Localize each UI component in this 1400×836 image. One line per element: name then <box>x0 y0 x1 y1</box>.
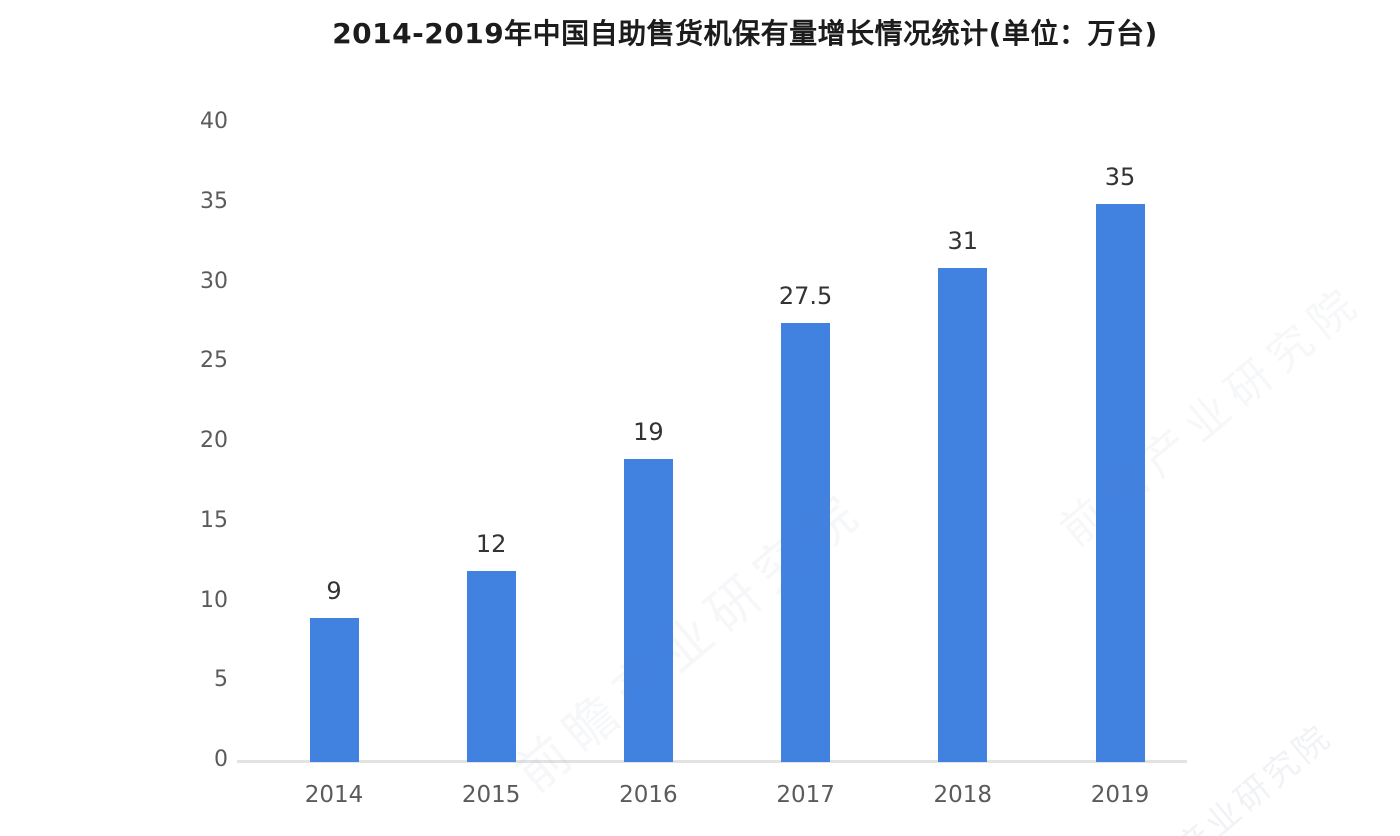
bar-value-label: 12 <box>475 529 507 558</box>
x-axis-label: 2016 <box>619 782 678 808</box>
y-tick-label: 35 <box>200 188 228 214</box>
y-tick-label: 20 <box>200 428 228 453</box>
bar-value-label: 19 <box>633 417 664 446</box>
y-tick-label: 30 <box>200 268 228 294</box>
y-tick-label: 15 <box>200 507 228 533</box>
bar-value-label: 9 <box>326 577 342 606</box>
bar <box>938 267 988 762</box>
bar <box>466 570 516 762</box>
bar <box>1095 203 1145 762</box>
y-tick-label: 5 <box>214 667 228 693</box>
watermark: 前瞻产业研究院 <box>1050 274 1374 557</box>
bar-value-label: 35 <box>1104 162 1136 191</box>
y-tick-label: 25 <box>200 348 228 374</box>
x-axis-label: 2015 <box>461 782 521 808</box>
bar-value-label: 31 <box>947 226 979 255</box>
bar <box>309 618 359 762</box>
y-tick-label: 40 <box>200 109 228 134</box>
y-tick-label: 10 <box>200 587 228 613</box>
x-axis-label: 2018 <box>933 782 993 808</box>
bar <box>781 323 831 762</box>
x-axis-baseline <box>237 760 1187 763</box>
bar-value-label: 27.5 <box>778 282 833 311</box>
y-tick-label: 0 <box>214 747 228 772</box>
chart-title: 2014-2019年中国自助售货机保有量增长情况统计(单位：万台) <box>332 17 1158 50</box>
x-axis-label: 2014 <box>304 782 364 808</box>
x-axis-label: 2017 <box>776 782 835 808</box>
x-axis-label: 2019 <box>1090 782 1150 808</box>
bar <box>623 458 673 762</box>
